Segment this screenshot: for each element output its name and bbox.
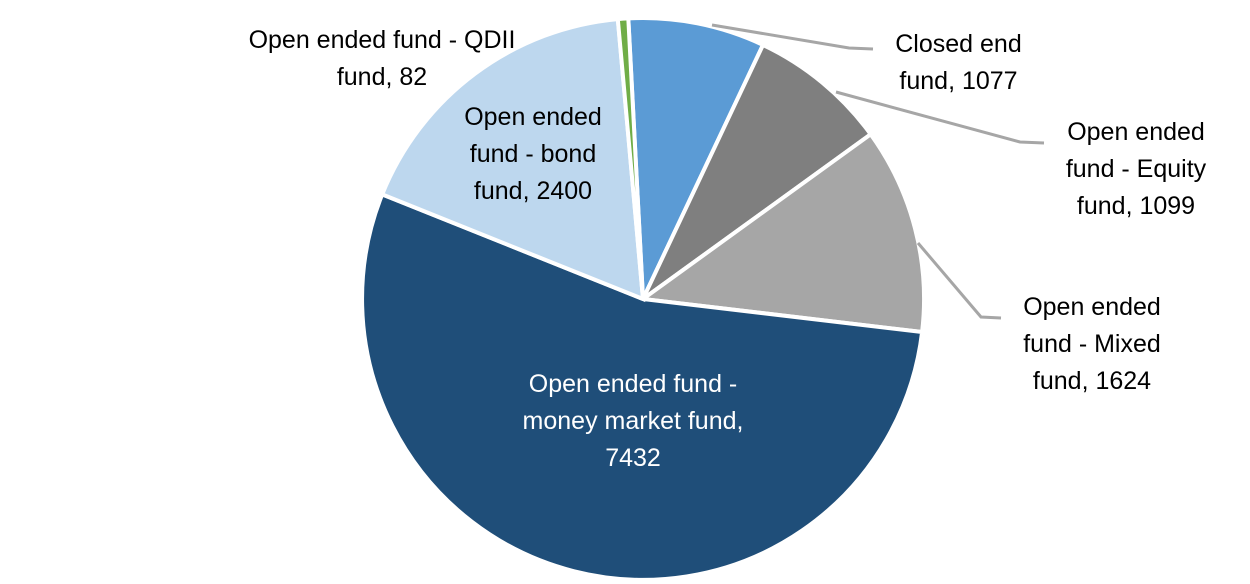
- pie-slice-equity: [641, 42, 874, 301]
- leader-lines: [711, 23, 1045, 320]
- pie-slice-bond: [379, 16, 646, 303]
- data-label-mixed-fund: Open ended fund - Mixed fund, 1624: [1023, 293, 1161, 395]
- data-label-money-market-fund: Open ended fund - money market fund, 743…: [522, 370, 744, 472]
- pie-slice-closed_end: [626, 16, 766, 300]
- pie-slice-qdii: [615, 16, 645, 300]
- data-label-bond-fund: Open ended fund - bond fund, 2400: [464, 103, 602, 205]
- leader-line-closed_end: [711, 23, 874, 51]
- pie-chart: [360, 16, 926, 582]
- leader-line-mixed: [916, 242, 1002, 320]
- data-label-closed-end-fund: Closed end fund, 1077: [895, 30, 1022, 95]
- data-label-equity-fund: Open ended fund - Equity fund, 1099: [1065, 118, 1207, 220]
- leader-line-equity: [835, 90, 1045, 145]
- pie-slice-mixed: [637, 131, 926, 335]
- pie-slice-money_market: [360, 191, 925, 582]
- data-label-qdii-fund: Open ended fund - QDII fund, 82: [248, 26, 516, 91]
